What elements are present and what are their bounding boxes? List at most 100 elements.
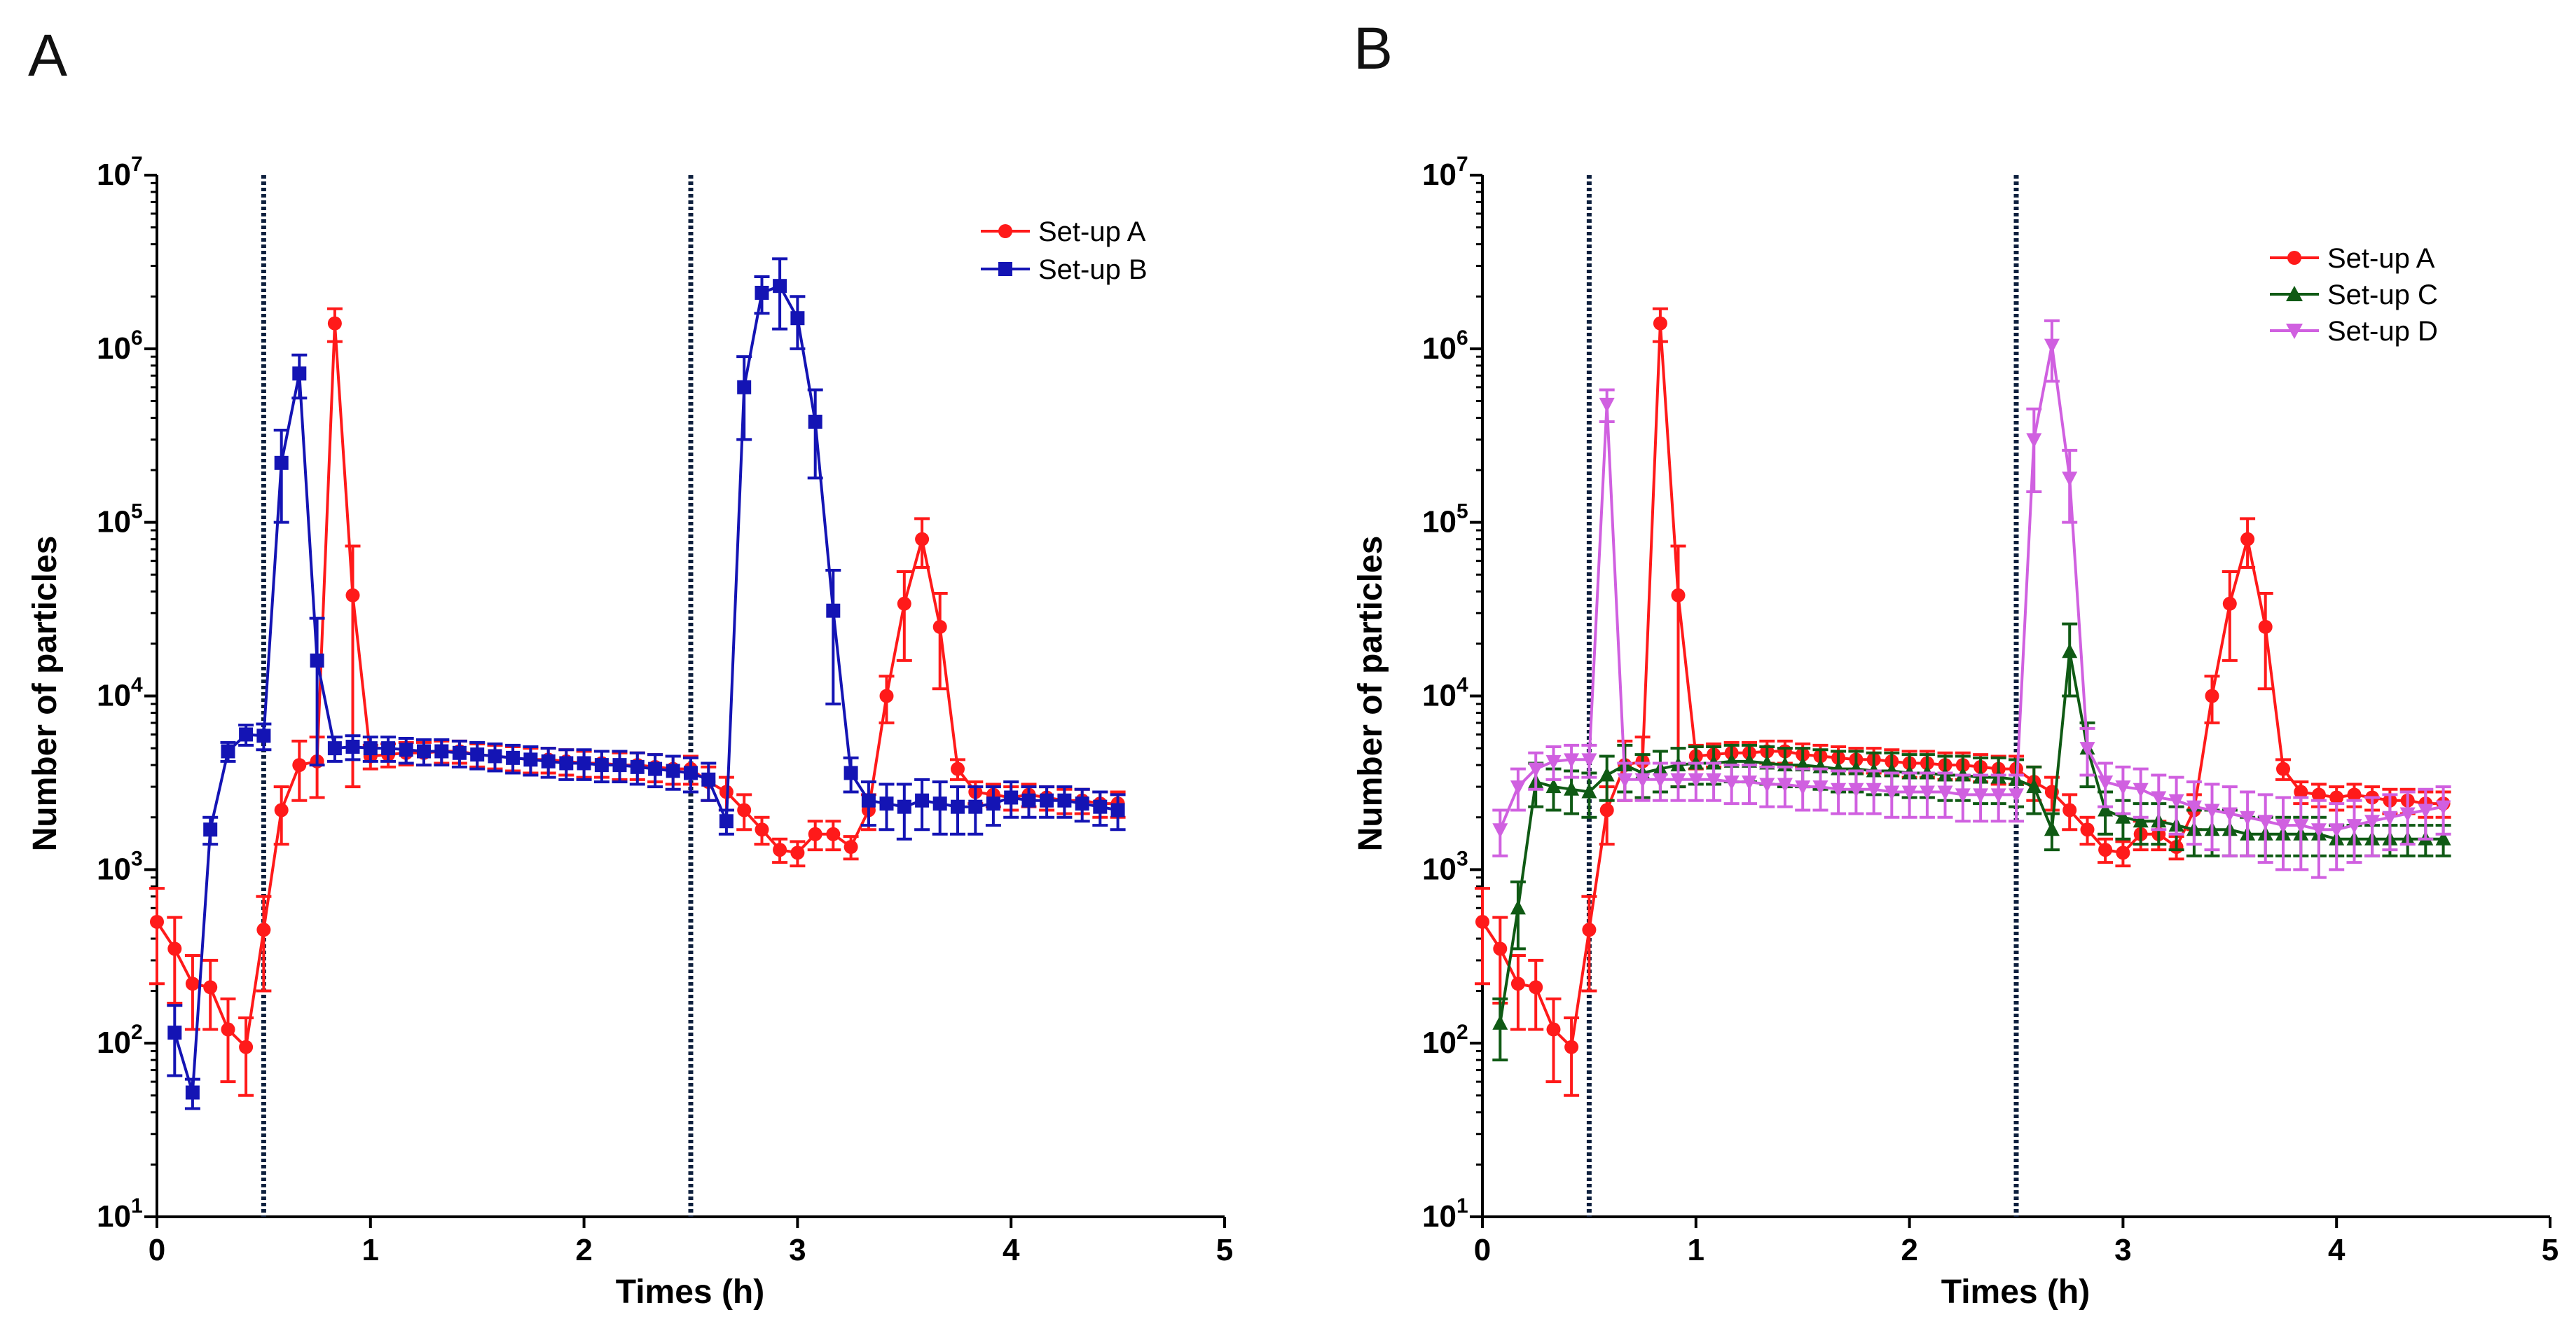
data-point	[951, 799, 965, 814]
data-point	[2222, 596, 2237, 611]
data-point	[470, 747, 485, 762]
data-point	[1545, 754, 1562, 770]
data-point	[327, 741, 342, 756]
data-point	[773, 843, 787, 857]
legend-entry: Set-up A	[2270, 243, 2435, 274]
data-point	[861, 793, 876, 808]
x-tick-label: 1	[1688, 1233, 1704, 1267]
series-group	[149, 307, 1126, 1097]
y-tick-label: 105	[97, 500, 143, 539]
legend-label: Set-up C	[2327, 280, 2438, 310]
data-point	[274, 455, 289, 470]
data-point	[808, 414, 822, 429]
data-point	[1777, 778, 1793, 793]
data-point	[2044, 821, 2060, 836]
legend: Set-up A Set-up B	[981, 216, 1148, 285]
data-point	[684, 766, 698, 780]
data-point	[1581, 783, 1597, 799]
data-point	[2205, 689, 2219, 703]
data-point	[523, 752, 538, 767]
data-point	[1599, 397, 1615, 413]
legend-label: Set-up B	[1038, 254, 1148, 285]
data-point	[2098, 843, 2113, 857]
y-axis-title: Number of particles	[1352, 536, 1389, 852]
data-point	[1582, 923, 1597, 937]
data-point	[1671, 588, 1686, 602]
data-point	[1634, 773, 1651, 788]
data-point	[879, 796, 894, 811]
data-point	[381, 741, 396, 756]
data-point	[1973, 788, 1989, 804]
data-point	[239, 727, 254, 742]
data-point	[2364, 815, 2381, 830]
legend-marker	[2287, 251, 2301, 265]
data-point	[932, 619, 947, 634]
data-point	[2329, 790, 2344, 805]
data-point	[256, 729, 271, 743]
data-point	[2026, 778, 2042, 794]
data-point	[612, 758, 627, 773]
y-tick-label: 107	[97, 153, 143, 192]
y-tick-label: 103	[1422, 847, 1468, 886]
data-point	[2346, 819, 2362, 834]
data-point	[2418, 804, 2434, 819]
data-point	[701, 772, 716, 787]
x-tick-label: 2	[1901, 1233, 1917, 1267]
data-point	[648, 761, 663, 776]
data-point	[968, 799, 983, 814]
data-point	[345, 588, 360, 602]
data-point	[1093, 799, 1108, 814]
y-axis-title: Number of particles	[27, 536, 64, 852]
y-tick-label: 106	[97, 326, 143, 366]
data-point	[1075, 796, 1089, 811]
data-point	[2115, 780, 2131, 796]
legend: Set-up A Set-up C Set-up D	[2270, 243, 2438, 347]
plot-area: 0 1 2 3 4 5 101 102 103 104 105 106 107	[97, 153, 1233, 1267]
data-point	[1884, 785, 1900, 801]
data-point	[2133, 782, 2149, 798]
data-point	[843, 766, 858, 780]
data-point	[1652, 773, 1668, 788]
data-point	[1759, 778, 1775, 793]
data-point	[274, 803, 289, 818]
data-point	[2168, 794, 2184, 809]
data-point	[755, 822, 769, 837]
data-point	[951, 761, 965, 776]
data-point	[327, 316, 342, 331]
series-line	[156, 323, 1118, 1050]
data-point	[1670, 773, 1686, 788]
data-point	[1021, 793, 1036, 808]
data-point	[2258, 619, 2273, 634]
data-point	[452, 745, 467, 760]
data-point	[826, 603, 841, 618]
data-point	[932, 796, 947, 811]
data-point	[2275, 819, 2291, 834]
data-point	[2151, 791, 2167, 806]
data-point	[1493, 942, 1508, 956]
data-point	[1831, 782, 1847, 798]
data-point	[915, 793, 930, 808]
legend-marker	[998, 262, 1012, 276]
data-point	[1723, 775, 1740, 791]
data-point	[1564, 1040, 1579, 1054]
x-tick-label: 3	[789, 1233, 806, 1267]
data-point	[221, 1022, 235, 1037]
legend-entry: Set-up B	[981, 254, 1148, 285]
data-point	[577, 756, 591, 771]
x-axis-title: Times (h)	[616, 1274, 764, 1311]
data-point	[203, 980, 218, 995]
y-tick-label: 105	[1422, 500, 1468, 539]
y-tick-label: 104	[1422, 674, 1468, 713]
data-point	[1688, 773, 1704, 788]
data-point	[1581, 753, 1597, 768]
x-tick-label: 0	[149, 1233, 165, 1267]
legend-marker	[2286, 324, 2303, 339]
data-point	[2116, 846, 2130, 860]
data-point	[345, 739, 360, 754]
data-point	[1528, 762, 1544, 778]
data-point	[1599, 803, 1614, 818]
data-point	[1812, 780, 1828, 796]
data-point	[2311, 787, 2326, 802]
data-point	[2222, 807, 2238, 822]
data-point	[897, 596, 911, 611]
